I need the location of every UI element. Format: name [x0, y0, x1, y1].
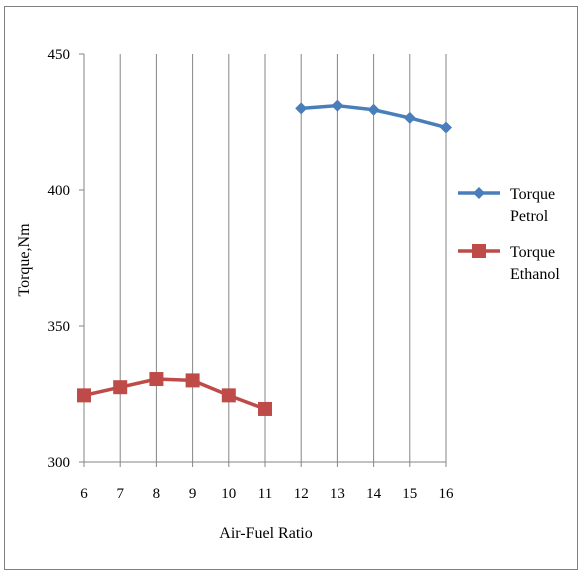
x-tick-label-11: 11 — [258, 486, 272, 502]
x-tick-label-13: 13 — [330, 486, 345, 502]
x-tick-label-9: 9 — [189, 486, 197, 502]
series-line-1 — [83, 377, 266, 411]
x-tick-label-14: 14 — [366, 486, 382, 502]
x-tick-label-8: 8 — [153, 486, 161, 502]
y-tick-label-300: 300 — [48, 455, 71, 471]
legend-item-0: Torque Petrol — [458, 186, 555, 225]
legend-label-0-1: Petrol — [510, 208, 549, 225]
y-tick-label-400: 400 — [48, 183, 71, 199]
data-point-0-15 — [403, 111, 416, 124]
legend-item-1: Torque Ethanol — [458, 244, 560, 283]
x-tick-label-10: 10 — [221, 486, 236, 502]
legend-marker-1 — [472, 244, 486, 258]
data-point-1-7 — [113, 380, 128, 395]
series-group — [77, 99, 452, 416]
series-1 — [77, 372, 272, 416]
x-tick-label-7: 7 — [116, 486, 124, 502]
legend-label-1-1: Ethanol — [510, 266, 560, 283]
legend-label-0-0: Torque — [510, 186, 555, 203]
x-tick-label-6: 6 — [80, 486, 88, 502]
series-0 — [295, 99, 452, 134]
y-tick-label-450: 450 — [48, 47, 71, 63]
legend: Torque Petrol Torque Ethanol — [458, 186, 560, 283]
data-point-1-8 — [149, 372, 164, 387]
tick-labels: 300 350 400 450 6 7 8 9 10 11 12 13 14 15 16 — [48, 47, 455, 502]
data-point-0-12 — [295, 102, 308, 115]
y-tick-label-350: 350 — [48, 319, 71, 335]
chart-frame — [4, 6, 578, 570]
y-axis-title: Torque,Nm — [16, 223, 33, 297]
data-point-1-9 — [185, 373, 200, 388]
data-point-1-10 — [221, 388, 236, 403]
legend-label-1-0: Torque — [510, 244, 555, 261]
x-axis-title: Air-Fuel Ratio — [219, 525, 312, 542]
data-point-0-16 — [440, 121, 452, 134]
legend-marker-0 — [473, 187, 485, 199]
x-tick-label-16: 16 — [439, 486, 455, 502]
data-point-0-13 — [331, 99, 344, 112]
data-point-1-6 — [77, 388, 91, 403]
x-tick-label-15: 15 — [402, 486, 417, 502]
data-point-1-11 — [258, 401, 272, 416]
data-point-0-14 — [367, 103, 380, 116]
x-tick-label-12: 12 — [294, 486, 309, 502]
